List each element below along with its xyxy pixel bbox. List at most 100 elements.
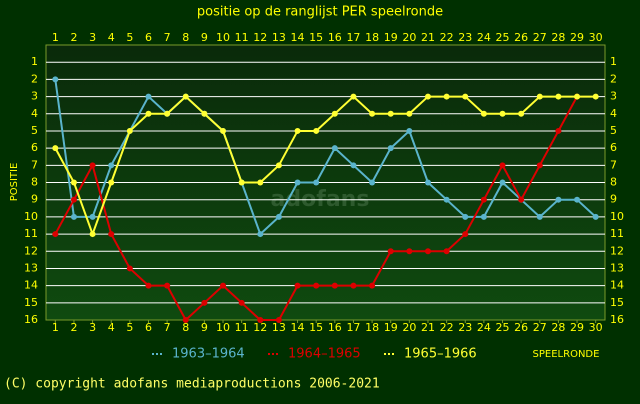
y-tick-label: 9 bbox=[610, 193, 617, 206]
point bbox=[275, 162, 282, 169]
point bbox=[443, 196, 450, 203]
y-tick-label: 8 bbox=[31, 176, 38, 189]
point bbox=[480, 213, 487, 220]
x-tick-label: 26 bbox=[514, 321, 528, 334]
legend-label: 1965–1966 bbox=[404, 347, 477, 362]
x-axis-label: SPEELRONDE bbox=[533, 349, 600, 360]
point bbox=[592, 213, 599, 220]
y-tick-label: 2 bbox=[31, 72, 38, 85]
x-tick-label: 15 bbox=[309, 31, 323, 44]
y-tick-label: 9 bbox=[31, 193, 38, 206]
point bbox=[518, 196, 525, 203]
x-tick-label: 2 bbox=[70, 31, 77, 44]
point bbox=[201, 299, 208, 306]
point bbox=[331, 145, 338, 152]
y-tick-label: 3 bbox=[610, 90, 617, 103]
point bbox=[574, 93, 581, 100]
point bbox=[294, 127, 301, 134]
point bbox=[536, 93, 543, 100]
point bbox=[350, 282, 357, 289]
y-tick-label: 8 bbox=[610, 176, 617, 189]
point bbox=[499, 179, 506, 186]
point bbox=[70, 213, 77, 220]
point bbox=[555, 127, 562, 134]
x-tick-label: 26 bbox=[514, 31, 528, 44]
point bbox=[70, 179, 77, 186]
y-tick-label: 6 bbox=[31, 141, 38, 154]
y-tick-label: 10 bbox=[24, 210, 38, 223]
point bbox=[145, 110, 152, 117]
point bbox=[52, 76, 59, 83]
x-tick-label: 5 bbox=[126, 31, 133, 44]
point bbox=[313, 179, 320, 186]
point bbox=[387, 110, 394, 117]
point bbox=[462, 231, 469, 238]
series-line bbox=[54, 79, 597, 236]
x-tick-label: 16 bbox=[328, 31, 342, 44]
x-tick-label: 13 bbox=[272, 321, 286, 334]
x-tick-label: 29 bbox=[570, 321, 584, 334]
y-tick-label: 2 bbox=[610, 72, 617, 85]
point bbox=[424, 248, 431, 255]
x-tick-label: 30 bbox=[589, 321, 603, 334]
legend-label: 1964–1965 bbox=[288, 347, 361, 362]
x-tick-label: 3 bbox=[89, 31, 96, 44]
point bbox=[480, 110, 487, 117]
x-tick-label: 12 bbox=[253, 31, 267, 44]
point bbox=[369, 110, 376, 117]
x-tick-label: 14 bbox=[291, 321, 305, 334]
x-tick-label: 21 bbox=[421, 31, 435, 44]
y-tick-label: 15 bbox=[610, 296, 624, 309]
x-tick-label: 3 bbox=[89, 321, 96, 334]
x-tick-label: 17 bbox=[346, 31, 360, 44]
x-tick-label: 25 bbox=[496, 31, 510, 44]
point bbox=[294, 179, 301, 186]
x-tick-label: 24 bbox=[477, 321, 491, 334]
y-tick-label: 10 bbox=[610, 210, 624, 223]
point bbox=[164, 110, 171, 117]
x-tick-label: 10 bbox=[216, 31, 230, 44]
y-tick-label: 1 bbox=[31, 55, 38, 68]
point bbox=[52, 145, 59, 152]
point bbox=[164, 282, 171, 289]
x-tick-label: 21 bbox=[421, 321, 435, 334]
y-tick-label: 15 bbox=[24, 296, 38, 309]
point bbox=[443, 248, 450, 255]
y-tick-label: 14 bbox=[24, 279, 38, 292]
point bbox=[238, 179, 245, 186]
point bbox=[462, 213, 469, 220]
y-tick-label: 4 bbox=[31, 107, 38, 120]
y-tick-label: 5 bbox=[31, 124, 38, 137]
y-tick-label: 7 bbox=[610, 158, 617, 171]
point bbox=[70, 196, 77, 203]
x-tick-label: 25 bbox=[496, 321, 510, 334]
y-axis-label: POSITIE bbox=[9, 163, 20, 202]
x-tick-label: 12 bbox=[253, 321, 267, 334]
x-tick-label: 1 bbox=[52, 31, 59, 44]
x-tick-label: 15 bbox=[309, 321, 323, 334]
point bbox=[555, 196, 562, 203]
point bbox=[406, 127, 413, 134]
point bbox=[257, 317, 264, 323]
chart-title: positie op de ranglijst PER speelronde bbox=[197, 5, 443, 20]
point bbox=[108, 231, 115, 238]
x-tick-label: 9 bbox=[201, 31, 208, 44]
x-tick-label: 18 bbox=[365, 31, 379, 44]
point bbox=[443, 93, 450, 100]
x-tick-label: 23 bbox=[458, 321, 472, 334]
x-tick-label: 27 bbox=[533, 31, 547, 44]
point bbox=[108, 162, 115, 169]
x-tick-label: 1 bbox=[52, 321, 59, 334]
x-tick-label: 11 bbox=[235, 31, 249, 44]
x-tick-label: 11 bbox=[235, 321, 249, 334]
point bbox=[126, 265, 133, 272]
point bbox=[350, 93, 357, 100]
x-tick-label: 2 bbox=[70, 321, 77, 334]
x-tick-label: 7 bbox=[164, 31, 171, 44]
y-tick-label: 16 bbox=[610, 313, 624, 326]
x-tick-label: 18 bbox=[365, 321, 379, 334]
y-tick-label: 12 bbox=[24, 244, 38, 257]
x-tick-label: 20 bbox=[402, 31, 416, 44]
